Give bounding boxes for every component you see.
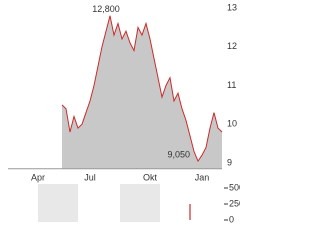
x-tick-label: Jul (84, 172, 96, 182)
y-tick-label: 9 (227, 157, 232, 167)
x-tick-label: Jan (195, 172, 210, 182)
y-tick-label: 12 (227, 41, 237, 51)
volume-bar (189, 204, 191, 220)
y-tick-label: 500 (229, 182, 240, 192)
price-line (61, 15, 223, 163)
value-label: 9,050 (167, 149, 190, 159)
period-band (120, 184, 160, 222)
y-tick-label: 10 (227, 119, 237, 129)
x-tick-label: Okt (143, 172, 158, 182)
stock-chart: 9 10 11 12 13 Apr Jul Okt Jan 12,800 9,050 500 250 0 (8, 2, 240, 224)
y-tick-label: 0 (229, 214, 234, 224)
price-area (62, 15, 222, 169)
y-tick-label: 11 (227, 80, 236, 90)
x-tick-label: Apr (31, 172, 45, 182)
y-tick-label: 250 (229, 198, 240, 208)
period-band (38, 184, 78, 222)
value-label: 12,800 (92, 4, 120, 14)
y-tick-label: 13 (227, 2, 237, 12)
